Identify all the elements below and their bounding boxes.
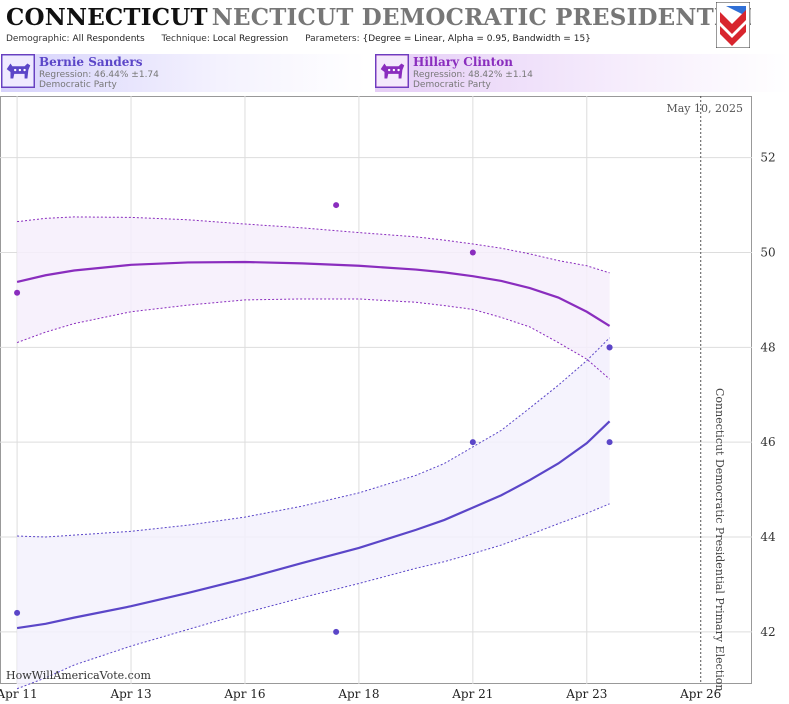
demographic-value: All Respondents — [72, 34, 145, 44]
candidate-party-sanders: Democratic Party — [39, 80, 117, 90]
title-state: CONNECTICUT — [6, 4, 208, 31]
upper-bound-line — [17, 337, 610, 538]
donkey-icon — [375, 54, 409, 88]
candidate-party-clinton: Democratic Party — [413, 80, 491, 90]
parameters-value: {Degree = Linear, Alpha = 0.95, Bandwidt… — [362, 34, 591, 44]
candidate-name-sanders: Bernie Sanders — [39, 55, 143, 69]
title-race: NECTICUT DEMOCRATIC PRESIDENTIAL PRIMAR — [211, 4, 751, 31]
x-tick-label: Apr 18 — [337, 687, 379, 701]
data-point — [606, 344, 613, 351]
plot-frame — [0, 96, 752, 684]
candidate-name-clinton: Hillary Clinton — [413, 55, 513, 69]
y-tick-label: 44 — [760, 530, 776, 544]
x-axis-ticks: Apr 11 Apr 13 Apr 16 Apr 18 Apr 21 Apr 23 Apr … — [0, 687, 721, 701]
watermark: HowWillAmericaVote.com — [6, 669, 151, 682]
upper-bound-line — [17, 216, 610, 274]
data-point — [606, 439, 613, 446]
candidate-regression-clinton: Regression: 48.42% ±1.14 — [413, 70, 533, 80]
y-tick-label: 52 — [760, 151, 775, 165]
regression-line — [16, 260, 611, 327]
x-tick-label: Apr 26 — [679, 687, 721, 701]
y-axis-ticks: 42 44 46 48 50 52 — [760, 151, 776, 639]
poll-points — [14, 202, 613, 635]
lower-bound-line — [16, 298, 610, 380]
x-tick-label: Apr 11 — [0, 687, 38, 701]
technique-key: Technique: — [161, 34, 210, 44]
confidence-band — [17, 337, 610, 689]
data-point — [333, 202, 340, 209]
chart-header: CONNECTICUT NECTICUT DEMOCRATIC PRESIDENT… — [0, 0, 789, 52]
x-tick-label: Apr 16 — [223, 687, 265, 701]
parameters-key: Parameters: — [305, 34, 360, 44]
confidence-band — [17, 216, 610, 380]
chart-title: CONNECTICUT NECTICUT DEMOCRATIC PRESIDENT… — [6, 4, 751, 31]
regression-line — [16, 420, 611, 630]
data-point — [333, 628, 340, 635]
demographic-key: Demographic: — [6, 34, 70, 44]
x-tick-label: Apr 21 — [451, 687, 493, 701]
y-tick-label: 48 — [760, 340, 775, 354]
chart-parameters: Demographic: All Respondents Technique: … — [6, 34, 591, 44]
candidate-card-clinton: Hillary Clinton Regression: 48.42% ±1.14… — [375, 54, 789, 92]
donkey-icon — [1, 54, 35, 88]
date-stamp: May 10, 2025 — [666, 102, 743, 115]
data-point — [469, 249, 476, 256]
y-tick-label: 50 — [760, 245, 775, 259]
candidate-card-sanders: Bernie Sanders Regression: 46.44% ±1.74 … — [1, 54, 366, 92]
x-tick-label: Apr 23 — [565, 687, 607, 701]
x-tick-label: Apr 13 — [109, 687, 151, 701]
data-point — [14, 289, 21, 296]
regression-lines — [16, 216, 611, 690]
technique-value: Local Regression — [212, 34, 289, 44]
site-logo-icon — [716, 2, 750, 48]
data-point — [14, 609, 21, 616]
candidate-regression-sanders: Regression: 46.44% ±1.74 — [39, 70, 159, 80]
y-tick-label: 42 — [760, 625, 775, 639]
confidence-bands — [17, 216, 610, 689]
data-point — [469, 439, 476, 446]
election-vertical-label: Connecticut Democratic Presidential Prim… — [713, 388, 726, 691]
y-tick-label: 46 — [760, 435, 775, 449]
